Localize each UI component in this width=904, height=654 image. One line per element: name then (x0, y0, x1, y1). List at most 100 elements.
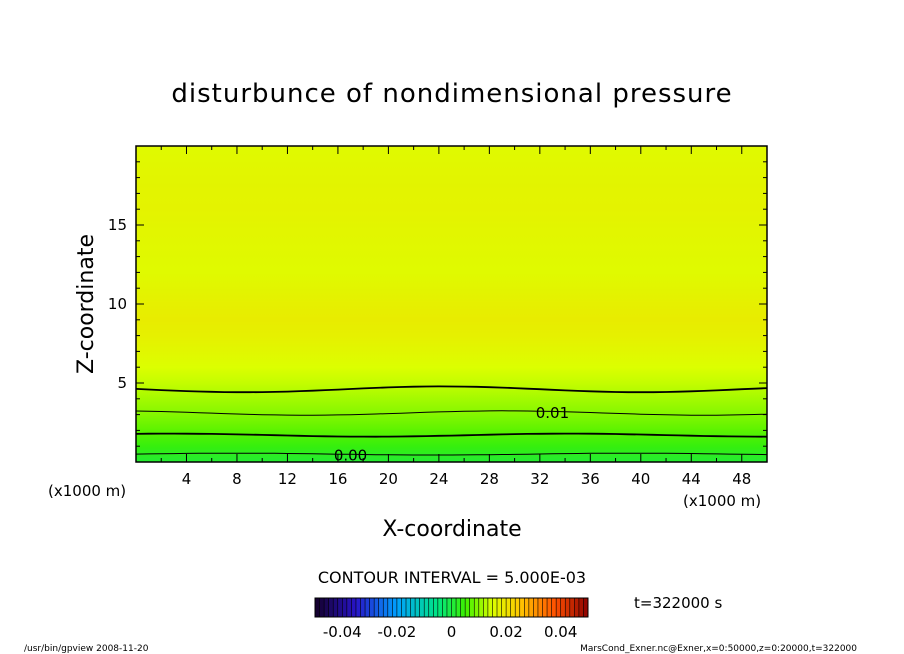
colorbar-cell (383, 598, 389, 617)
x-tick-label: 48 (732, 470, 751, 488)
colorbar-cell (333, 598, 339, 617)
colorbar-cell (478, 598, 484, 617)
colorbar-cell (565, 598, 571, 617)
colorbar-tick-label: 0.02 (489, 623, 522, 641)
colorbar-cell (501, 598, 507, 617)
colorbar-cell (483, 598, 489, 617)
colorbar-cell (369, 598, 375, 617)
colorbar-cell (506, 598, 512, 617)
colorbar-cell (396, 598, 402, 617)
colorbar-cell (401, 598, 407, 617)
colorbar-cell (419, 598, 425, 617)
footer-right: MarsCond_Exner.nc@Exner,x=0:50000,z=0:20… (580, 644, 857, 654)
y-axis-ticks: 5 10 15 (108, 161, 767, 447)
colorbar-cell (456, 598, 461, 617)
colorbar-tick-label: 0 (447, 623, 457, 641)
x-tick-label: 40 (631, 470, 650, 488)
colorbar-cell (542, 598, 548, 617)
x-tick-label: 4 (182, 470, 192, 488)
colorbar-cell (437, 598, 443, 617)
colorbar-cell (547, 598, 552, 617)
colorbar-cell (492, 598, 498, 617)
x-tick-label: 8 (232, 470, 242, 488)
colorbar-cell (537, 598, 543, 617)
x-axis-label: X-coordinate (382, 517, 521, 542)
colorbar-cell (578, 598, 584, 617)
colorbar-cell (551, 598, 557, 617)
colorbar-cell (497, 598, 502, 617)
colorbar-cell (410, 598, 416, 617)
colorbar-cell (574, 598, 580, 617)
chart-title: disturbunce of nondimensional pressure (171, 79, 732, 109)
y-tick-label: 15 (108, 216, 127, 234)
contour-labels: 0.01 0.00 (334, 404, 569, 465)
x-tick-label: 28 (480, 470, 499, 488)
colorbar-cell (524, 598, 530, 617)
colorbar-cell (446, 598, 452, 617)
colorbar-cell (387, 598, 393, 617)
colorbar-tick-label: -0.04 (323, 623, 362, 641)
colorbar-cell (583, 598, 589, 617)
y-axis-label: Z-coordinate (74, 234, 99, 374)
x-tick-label: 36 (581, 470, 600, 488)
colorbar-tick-label: 0.04 (544, 623, 577, 641)
colorbar-cell (346, 598, 352, 617)
colorbar-cell (415, 598, 421, 617)
time-label: t=322000 s (634, 594, 722, 612)
contour-line (135, 452, 768, 456)
x-tick-label: 44 (682, 470, 701, 488)
y-tick-label: 5 (117, 374, 127, 392)
x-tick-label: 12 (278, 470, 297, 488)
colorbar-cell (556, 598, 562, 617)
contour-lines (135, 385, 768, 456)
colorbar-cell (428, 598, 434, 617)
colorbar-cell (433, 598, 439, 617)
colorbar-frame (314, 597, 589, 618)
colorbar-cell (355, 598, 361, 617)
x-tick-label: 24 (429, 470, 448, 488)
colorbar-cell (424, 598, 430, 617)
colorbar-cell (365, 598, 370, 617)
x-unit-left: (x1000 m) (48, 482, 126, 500)
contour-line (135, 410, 768, 416)
colorbar-cell (328, 598, 334, 617)
colorbar-cell (528, 598, 534, 617)
colorbar-cell (374, 598, 380, 617)
colorbar-cell (469, 598, 475, 617)
contour-label: 0.00 (334, 447, 367, 465)
colorbar-cell (569, 598, 575, 617)
colorbar-cell (378, 598, 384, 617)
colorbar-cell (351, 598, 357, 617)
contour-label: 0.01 (536, 404, 569, 422)
colorbar-cell (406, 598, 411, 617)
x-axis-ticks: 4 8 12 16 20 24 28 32 36 40 44 48 (160, 146, 751, 488)
colorbar-cell (324, 598, 330, 617)
colorbar-cell (451, 598, 457, 617)
contour-line (135, 385, 768, 394)
colorbar-cell (460, 598, 466, 617)
colorbar (314, 598, 589, 617)
colorbar-cell (360, 598, 366, 617)
colorbar-cell (487, 598, 493, 617)
x-tick-label: 32 (530, 470, 549, 488)
contour-interval-text: CONTOUR INTERVAL = 5.000E-03 (318, 568, 586, 587)
colorbar-cell (515, 598, 521, 617)
colorbar-cell (510, 598, 516, 617)
colorbar-cell (519, 598, 525, 617)
colorbar-cell (560, 598, 566, 617)
colorbar-tick-label: -0.02 (377, 623, 416, 641)
colorbar-tick-labels: -0.04 -0.02 0 0.02 0.04 (323, 623, 578, 641)
colorbar-cell (319, 598, 325, 617)
colorbar-cell (465, 598, 471, 617)
x-tick-label: 16 (328, 470, 347, 488)
colorbar-cell (392, 598, 398, 617)
pressure-field (136, 146, 767, 462)
colorbar-cell (315, 598, 320, 617)
footer-left: /usr/bin/gpview 2008-11-20 (24, 644, 149, 654)
colorbar-cell (533, 598, 539, 617)
colorbar-cell (474, 598, 480, 617)
x-tick-label: 20 (379, 470, 398, 488)
y-tick-label: 10 (108, 295, 127, 313)
